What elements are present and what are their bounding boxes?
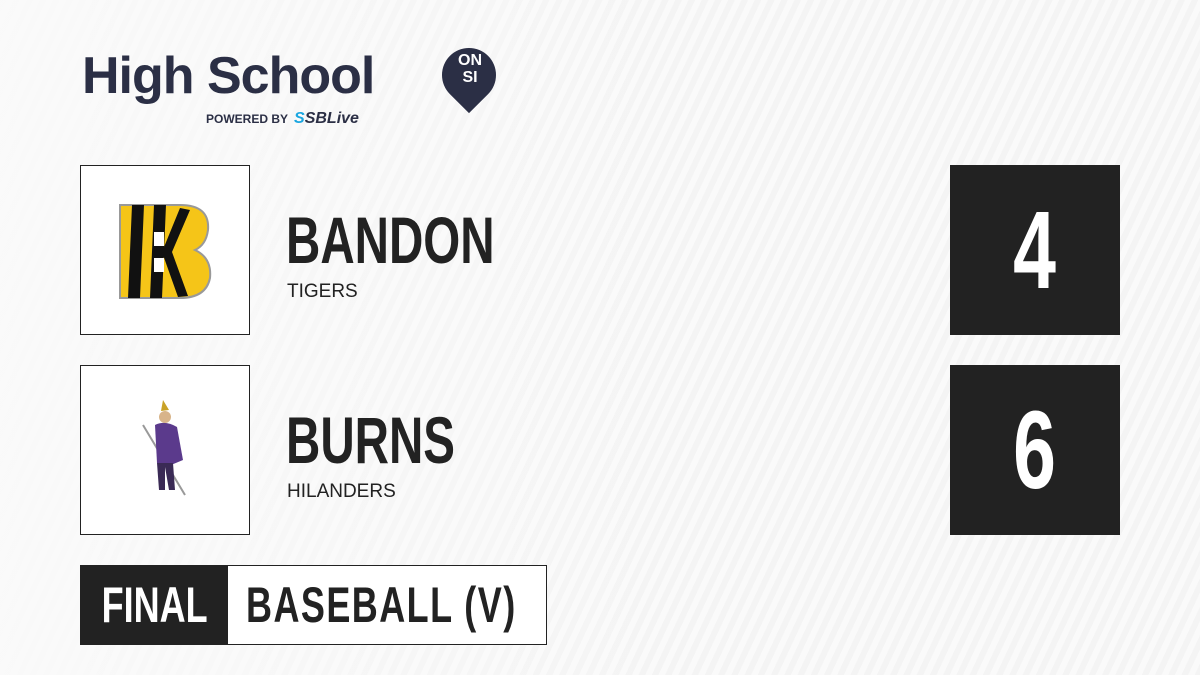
team-logo-bandon (80, 165, 250, 335)
team-score: 6 (950, 365, 1120, 535)
status-label: FINAL (101, 577, 208, 633)
brand-title: High School (82, 47, 375, 105)
high-school-on-si-logo: High School ON SI POWERED BY SSBLive (82, 36, 508, 127)
highlander-icon (142, 400, 186, 496)
team-mascot: TIGERS (287, 281, 358, 302)
sport-label: BASEBALL (V) (246, 577, 517, 633)
game-status-bar: FINAL BASEBALL (V) (80, 565, 547, 645)
powered-by: POWERED BY SSBLive (206, 110, 359, 128)
badge-bottom: SI (462, 69, 478, 86)
team-score: 4 (950, 165, 1120, 335)
sport-label-box: BASEBALL (V) (228, 566, 622, 644)
score-value: 4 (1013, 188, 1057, 312)
score-value: 6 (1013, 388, 1057, 512)
sblive-logo: SSBLive (294, 110, 359, 127)
tiger-b-icon (119, 204, 212, 299)
background (0, 0, 700, 675)
status-badge: FINAL (81, 566, 228, 644)
team-name: BANDON (286, 203, 495, 277)
team-mascot: HILANDERS (287, 481, 396, 502)
team-name: BURNS (286, 403, 455, 477)
powered-by-label: POWERED BY (206, 112, 289, 126)
team-logo-burns (80, 365, 250, 535)
badge-top: ON (458, 52, 482, 69)
